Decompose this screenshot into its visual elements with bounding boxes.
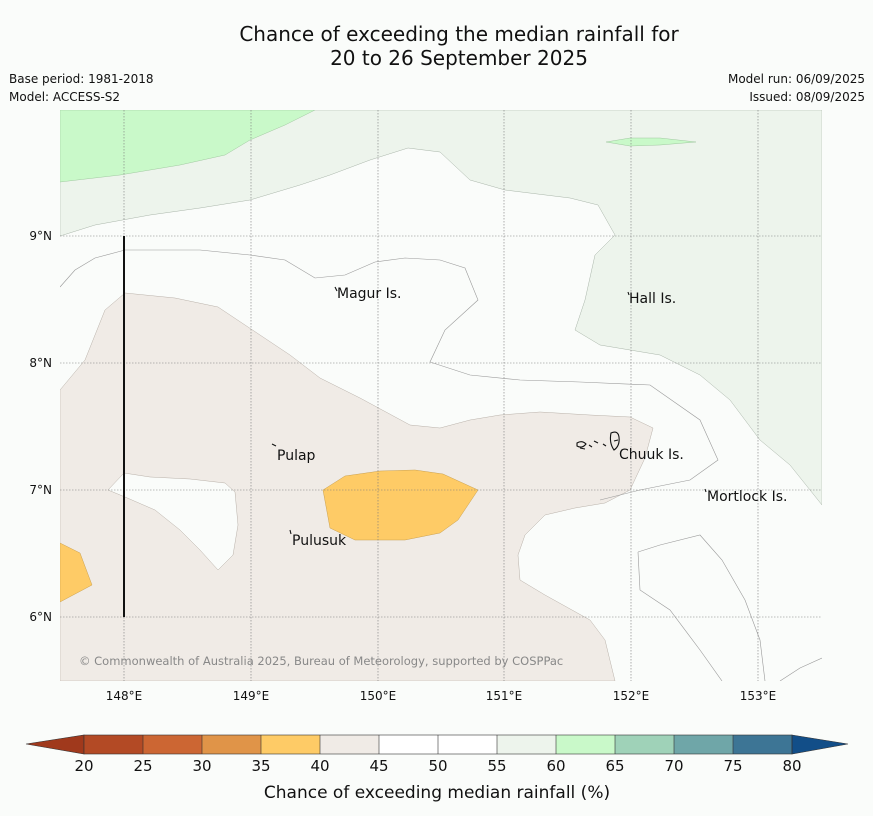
colorbar-arrow-low	[25, 734, 85, 755]
place-magur: Magur Is.	[337, 286, 402, 302]
cb-tick-25: 25	[133, 757, 152, 775]
map-area: Magur Is. Hall Is. Pulap Chuuk Is. Mortl…	[60, 110, 822, 681]
cb-tick-75: 75	[723, 757, 742, 775]
lat-tick-8n: 8°N	[29, 356, 52, 370]
zone-60-65-ne	[605, 137, 697, 147]
map-title: Chance of exceeding the median rainfall …	[0, 22, 873, 70]
colorbar-label: Chance of exceeding median rainfall (%)	[264, 783, 610, 803]
cb-tick-55: 55	[487, 757, 506, 775]
colorbar-bin-45-50	[379, 735, 438, 754]
cb-tick-65: 65	[605, 757, 624, 775]
lat-tick-7n: 7°N	[29, 483, 52, 497]
cb-tick-80: 80	[782, 757, 801, 775]
model-name: Model: ACCESS-S2	[9, 90, 121, 104]
lon-tick-149e: 149°E	[233, 689, 270, 703]
colorbar-arrow-high	[791, 734, 849, 755]
copyright-text: © Commonwealth of Australia 2025, Bureau…	[79, 654, 563, 668]
zone-35-40-west	[60, 542, 93, 603]
islands	[271, 286, 707, 535]
meta-right: Model run: 06/09/2025 Issued: 08/09/2025	[728, 70, 865, 106]
place-pulusuk: Pulusuk	[292, 533, 347, 549]
lat-tick-6n: 6°N	[29, 610, 52, 624]
cb-tick-20: 20	[74, 757, 93, 775]
colorbar-bin-50-55	[438, 735, 497, 754]
lat-axis-labels: 9°N 8°N 7°N 6°N	[29, 229, 52, 624]
colorbar-bin-35-40	[261, 735, 320, 754]
colorbar-bin-25-30	[143, 735, 202, 754]
contour-lines	[60, 249, 822, 681]
cb-tick-35: 35	[251, 757, 270, 775]
colorbar-bin-20-25	[84, 735, 143, 754]
cb-tick-70: 70	[664, 757, 683, 775]
meta-left: Base period: 1981-2018 Model: ACCESS-S2	[9, 70, 154, 106]
lon-tick-148e: 148°E	[106, 689, 143, 703]
zone-45-50-hole	[107, 472, 239, 571]
lat-tick-9n: 9°N	[29, 229, 52, 243]
graticule	[60, 110, 822, 681]
colorbar-bin-70-75	[674, 735, 733, 754]
zone-35-40-centre	[322, 469, 479, 541]
colorbar-bin-30-35	[202, 735, 261, 754]
cb-tick-60: 60	[546, 757, 565, 775]
place-hall: Hall Is.	[629, 291, 676, 307]
place-chuuk: Chuuk Is.	[619, 447, 684, 463]
cb-tick-30: 30	[192, 757, 211, 775]
colorbar-bin-60-65	[556, 735, 615, 754]
cb-tick-40: 40	[310, 757, 329, 775]
issued-date: Issued: 08/09/2025	[749, 90, 865, 104]
colorbar-bin-75-80	[733, 735, 792, 754]
colorbar-tick-labels: 20 25 30 35 40 45 50 55 60 65 70 75 80	[74, 757, 801, 775]
colorbar-bin-40-45	[320, 735, 379, 754]
zone-55-60	[60, 110, 822, 506]
place-pulap: Pulap	[277, 448, 316, 464]
model-run: Model run: 06/09/2025	[727, 72, 865, 86]
lon-axis-labels: 148°E 149°E 150°E 151°E 152°E 153°E	[106, 689, 777, 703]
colorbar: 20 25 30 35 40 45 50 55 60 65 70 75 80 C…	[25, 734, 849, 803]
colorbar-bin-65-70	[615, 735, 674, 754]
lon-tick-151e: 151°E	[486, 689, 523, 703]
title-line-2: 20 to 26 September 2025	[330, 46, 588, 70]
colorbar-bin-55-60	[497, 735, 556, 754]
cb-tick-45: 45	[369, 757, 388, 775]
place-mortlock: Mortlock Is.	[707, 489, 787, 505]
lon-tick-150e: 150°E	[360, 689, 397, 703]
lon-tick-153e: 153°E	[740, 689, 777, 703]
base-period: Base period: 1981-2018	[9, 72, 154, 86]
lon-tick-152e: 152°E	[613, 689, 650, 703]
cb-tick-50: 50	[428, 757, 447, 775]
title-line-1: Chance of exceeding the median rainfall …	[239, 22, 679, 46]
